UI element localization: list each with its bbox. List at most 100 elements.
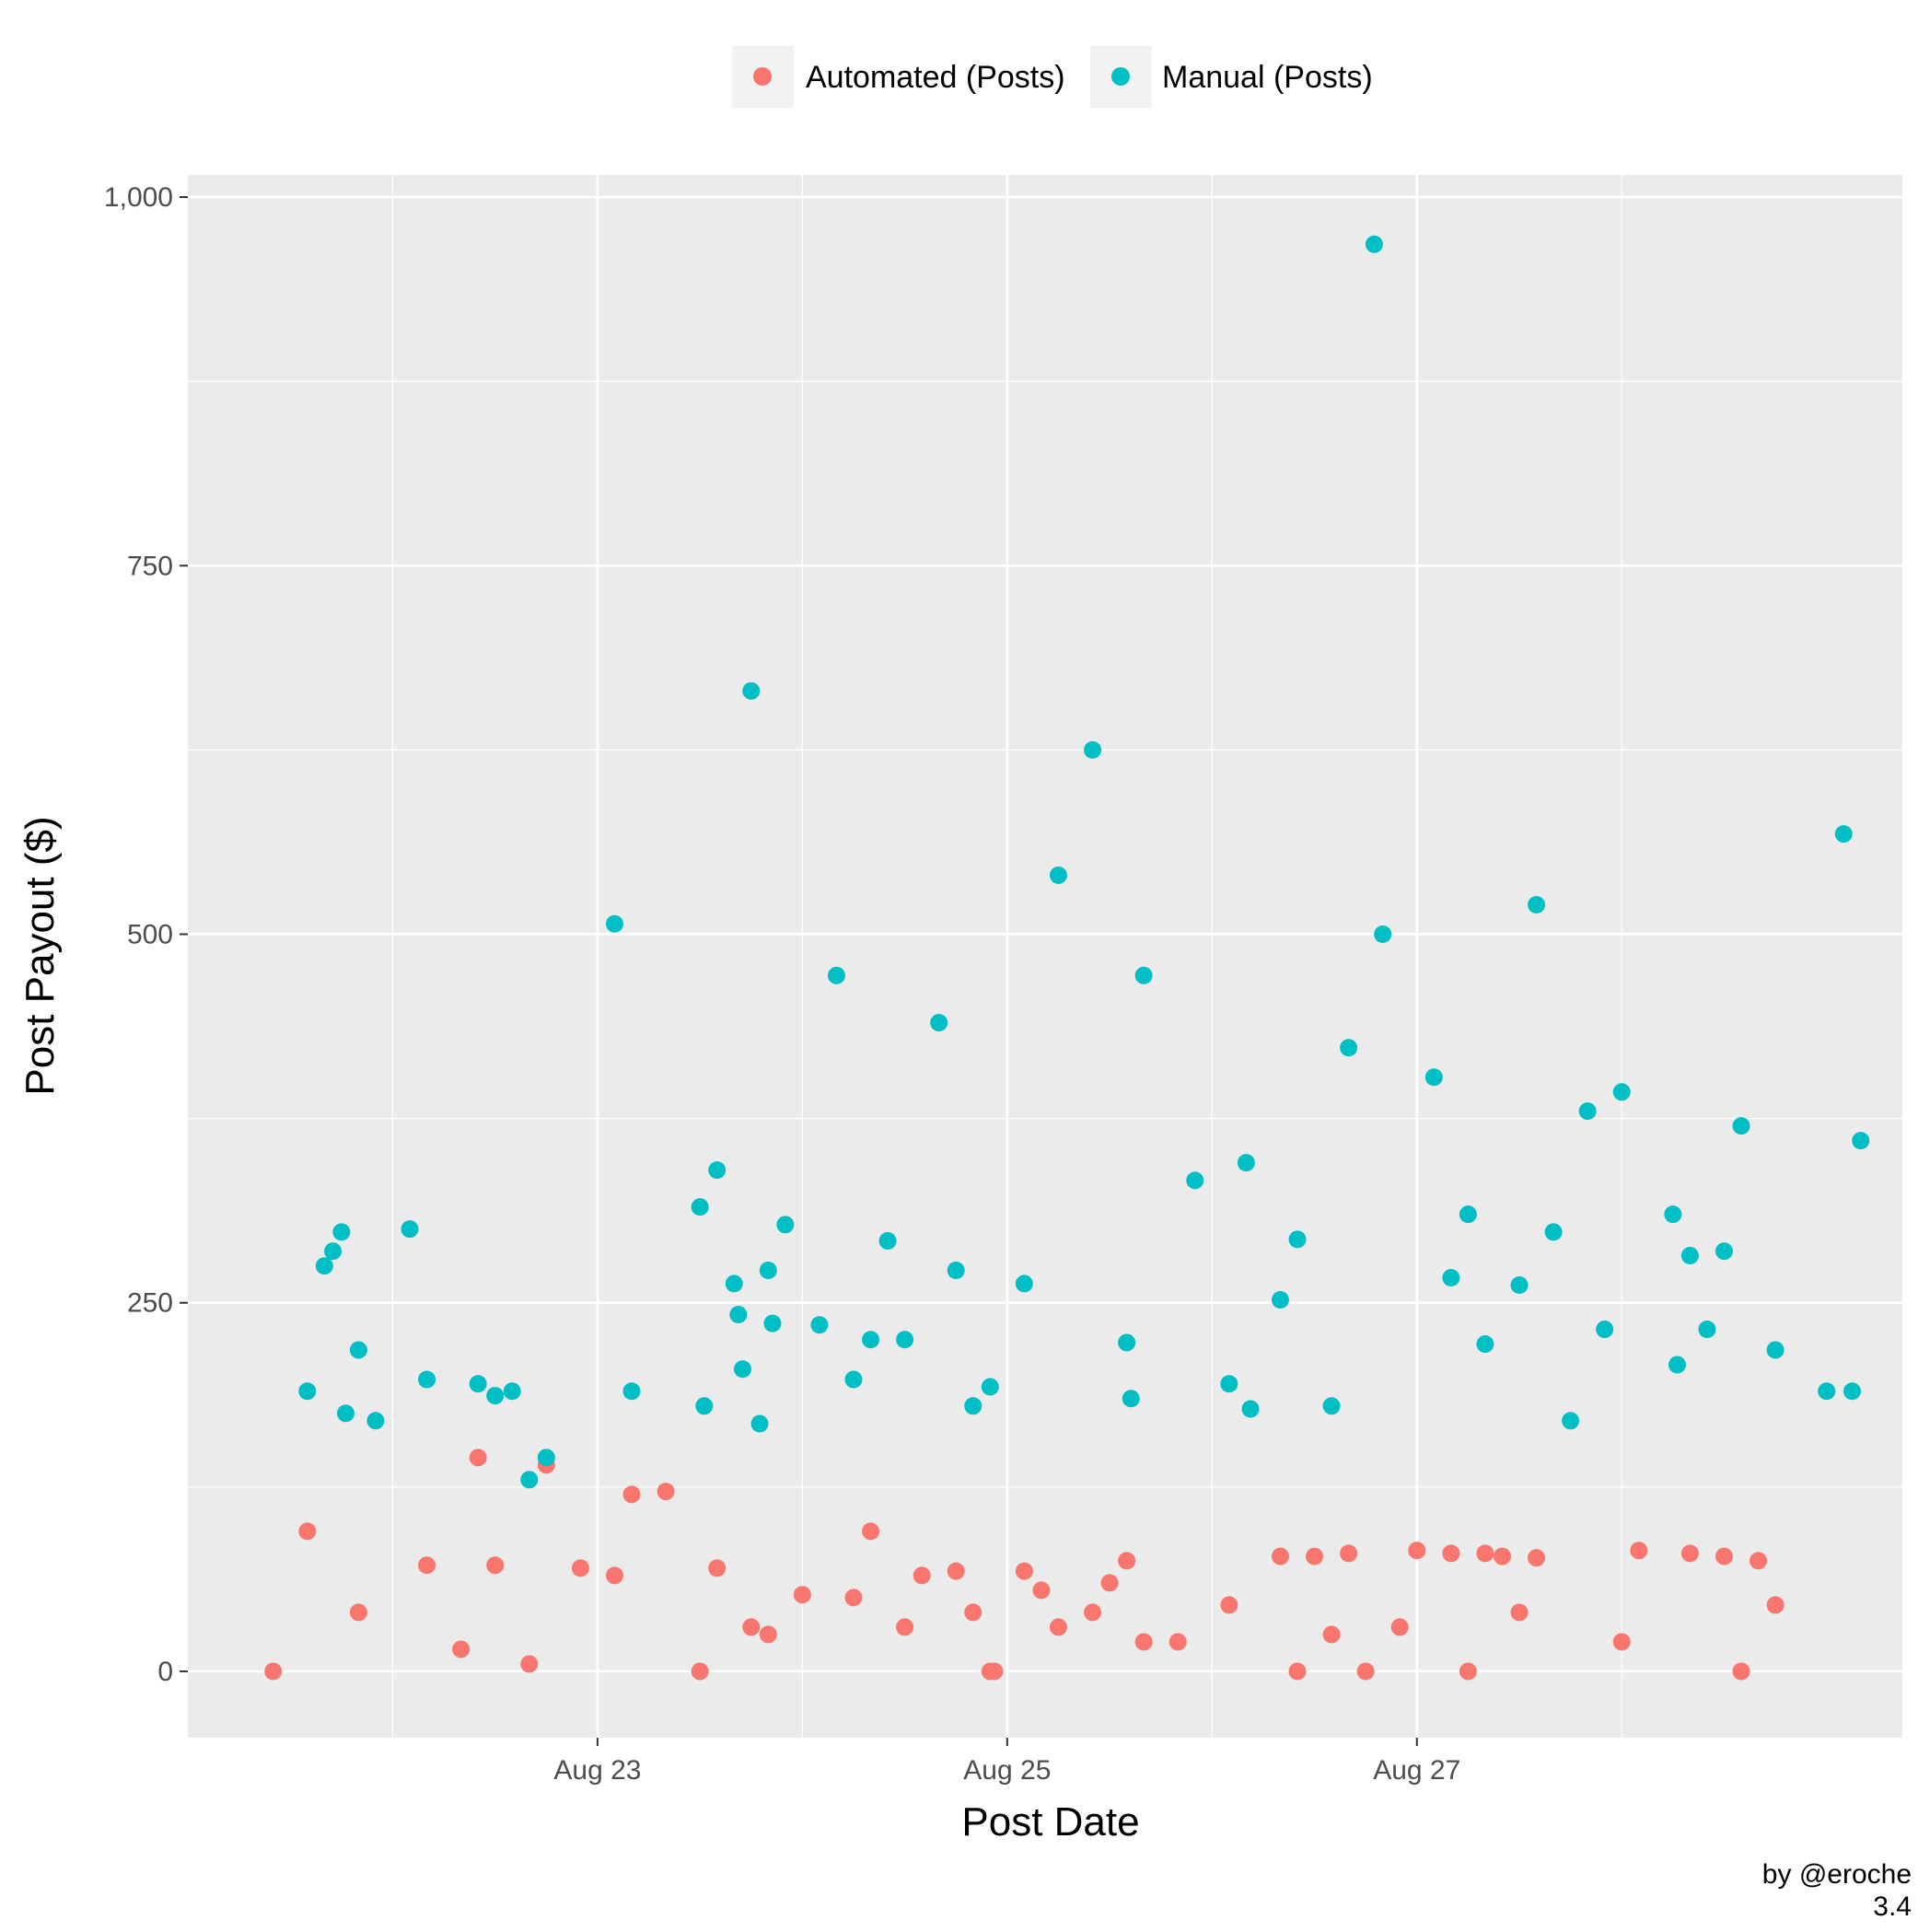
point-automated: [1630, 1542, 1648, 1560]
point-automated: [657, 1483, 675, 1501]
point-manual: [1186, 1171, 1204, 1190]
point-automated: [1134, 1633, 1153, 1651]
point-automated: [1032, 1581, 1051, 1600]
point-manual: [1680, 1246, 1699, 1264]
series-automated: [264, 1449, 1785, 1681]
y-tick-label: 0: [157, 1657, 173, 1687]
point-automated: [1732, 1662, 1750, 1681]
point-manual: [827, 966, 845, 984]
point-manual: [1766, 1341, 1785, 1359]
point-manual: [1476, 1335, 1494, 1354]
grid-minor: [188, 175, 1902, 1738]
point-automated: [1715, 1547, 1733, 1565]
point-automated: [298, 1522, 317, 1541]
point-automated: [1408, 1542, 1426, 1560]
plot-panel: [188, 175, 1902, 1738]
y-tick-label: 500: [127, 919, 173, 949]
point-automated: [1442, 1544, 1460, 1563]
point-manual: [1237, 1154, 1255, 1172]
point-automated: [418, 1556, 436, 1575]
point-manual: [878, 1231, 897, 1250]
point-manual: [1220, 1375, 1238, 1393]
point-manual: [366, 1412, 385, 1430]
point-manual: [759, 1262, 777, 1280]
point-manual: [1698, 1321, 1716, 1339]
point-manual: [695, 1397, 714, 1415]
point-manual: [1118, 1333, 1136, 1352]
legend-label-automated: Automated (Posts): [806, 60, 1065, 95]
point-automated: [1750, 1552, 1768, 1570]
y-axis-title: Post Payout ($): [17, 816, 63, 1095]
point-automated: [1612, 1633, 1631, 1651]
x-tick-label: Aug 23: [553, 1755, 641, 1786]
y-tick-label: 250: [127, 1288, 173, 1319]
point-manual: [896, 1331, 914, 1349]
y-axis: 0 250 500 750 1,000: [104, 182, 188, 1687]
point-manual: [1084, 740, 1102, 759]
point-manual: [1843, 1382, 1861, 1401]
point-manual: [708, 1161, 727, 1180]
point-automated: [1476, 1544, 1494, 1563]
point-manual: [742, 681, 761, 700]
legend-label-manual: Manual (Posts): [1162, 60, 1373, 95]
point-automated: [1459, 1662, 1477, 1681]
point-manual: [947, 1262, 965, 1280]
point-manual: [1322, 1397, 1341, 1415]
point-manual: [401, 1220, 419, 1239]
point-manual: [1596, 1321, 1614, 1339]
point-manual: [1340, 1039, 1358, 1057]
point-automated: [1049, 1618, 1067, 1636]
point-manual: [844, 1370, 863, 1389]
point-manual: [733, 1360, 751, 1379]
point-automated: [1100, 1574, 1119, 1592]
x-axis: Aug 23 Aug 25 Aug 27: [553, 1738, 1460, 1786]
point-manual: [298, 1382, 317, 1401]
point-manual: [1271, 1291, 1289, 1309]
point-manual: [1459, 1205, 1477, 1224]
point-manual: [1668, 1356, 1686, 1374]
point-automated: [1356, 1662, 1375, 1681]
point-manual: [729, 1306, 748, 1324]
point-manual: [1732, 1117, 1750, 1135]
y-tick-label: 1,000: [104, 182, 173, 213]
point-automated: [571, 1559, 589, 1577]
point-manual: [1715, 1242, 1733, 1261]
point-manual: [1664, 1205, 1682, 1224]
point-automated: [1288, 1662, 1307, 1681]
point-automated: [913, 1566, 931, 1585]
point-automated: [759, 1625, 777, 1644]
x-axis-title: Post Date: [961, 1799, 1139, 1845]
point-automated: [691, 1662, 709, 1681]
point-manual: [324, 1242, 343, 1261]
point-manual: [1374, 925, 1392, 943]
point-manual: [349, 1341, 367, 1359]
point-manual: [622, 1382, 641, 1401]
point-manual: [1424, 1068, 1443, 1087]
point-automated: [1322, 1625, 1341, 1644]
point-automated: [605, 1566, 623, 1585]
point-automated: [742, 1618, 761, 1636]
point-manual: [1562, 1412, 1580, 1430]
point-manual: [1288, 1230, 1307, 1249]
x-tick-label: Aug 27: [1373, 1755, 1460, 1786]
point-automated: [1340, 1544, 1358, 1563]
point-manual: [964, 1397, 982, 1415]
point-manual: [763, 1314, 782, 1333]
point-automated: [964, 1603, 982, 1622]
point-manual: [336, 1404, 355, 1423]
point-manual: [1015, 1274, 1033, 1293]
point-manual: [1544, 1223, 1563, 1241]
point-manual: [1818, 1382, 1836, 1401]
point-manual: [1852, 1132, 1870, 1150]
point-manual: [1612, 1083, 1631, 1101]
point-manual: [1834, 825, 1853, 844]
point-manual: [810, 1316, 829, 1334]
point-manual: [1134, 966, 1153, 984]
point-manual: [691, 1198, 709, 1216]
grid-major: [188, 175, 1902, 1738]
point-manual: [1049, 866, 1067, 884]
point-automated: [1271, 1547, 1289, 1565]
point-manual: [776, 1216, 795, 1234]
point-automated: [1510, 1603, 1529, 1622]
